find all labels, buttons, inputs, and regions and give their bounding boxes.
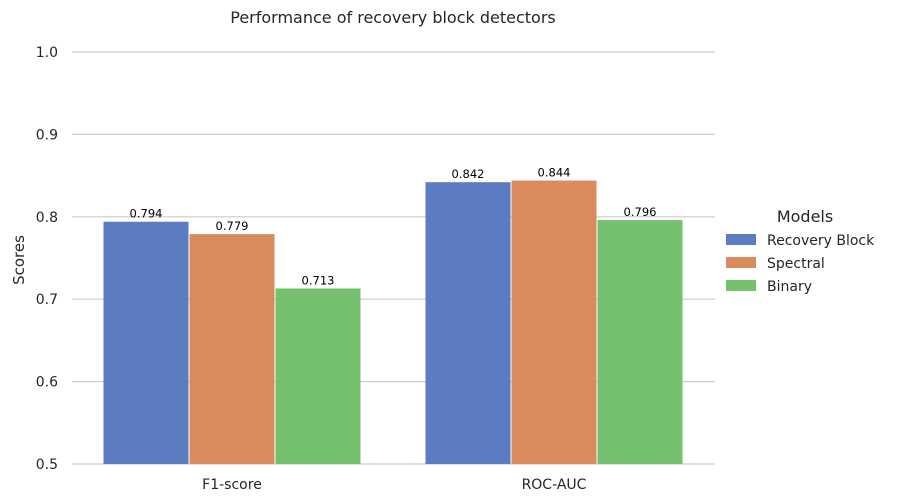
bar-value-label: 0.794 xyxy=(130,207,163,221)
bar-value-label: 0.844 xyxy=(538,166,571,180)
legend-items: Recovery Block Spectral Binary xyxy=(726,233,875,295)
bar-spectral-f1-score xyxy=(189,234,275,464)
bar-binary-roc-auc xyxy=(597,220,683,464)
legend-title: Models xyxy=(777,207,833,226)
bars xyxy=(103,180,683,464)
y-tick-label: 0.8 xyxy=(36,210,58,226)
y-axis-label: Scores xyxy=(10,235,28,285)
y-tick-label: 0.7 xyxy=(36,292,58,308)
chart-title: Performance of recovery block detectors xyxy=(230,8,556,27)
bar-value-label: 0.713 xyxy=(302,273,335,287)
data-labels: 0.794 0.779 0.713 0.842 0.844 0.796 xyxy=(130,166,657,288)
legend-swatch-recovery-block xyxy=(726,234,756,245)
y-tick-label: 1.0 xyxy=(36,45,58,61)
legend-label-recovery-block: Recovery Block xyxy=(767,233,875,249)
legend: Models Recovery Block Spectral Binary xyxy=(726,207,875,295)
bar-spectral-roc-auc xyxy=(511,180,597,464)
x-tick-label: ROC-AUC xyxy=(522,477,587,493)
y-tick-label: 0.6 xyxy=(36,375,58,391)
bar-binary-f1-score xyxy=(275,288,361,464)
x-tick-label: F1-score xyxy=(202,477,262,493)
legend-swatch-spectral xyxy=(726,257,756,268)
bar-recovery-block-f1-score xyxy=(103,221,189,464)
bar-value-label: 0.796 xyxy=(624,205,657,219)
y-tick-label: 0.5 xyxy=(36,457,58,473)
y-tick-labels: 0.5 0.6 0.7 0.8 0.9 1.0 xyxy=(36,45,58,473)
x-tick-labels: F1-score ROC-AUC xyxy=(202,477,586,493)
legend-label-spectral: Spectral xyxy=(767,256,825,272)
bar-recovery-block-roc-auc xyxy=(425,182,511,464)
legend-swatch-binary xyxy=(726,280,756,291)
bar-value-label: 0.779 xyxy=(216,219,249,233)
legend-label-binary: Binary xyxy=(767,279,812,295)
bar-value-label: 0.842 xyxy=(452,167,485,181)
y-tick-label: 0.9 xyxy=(36,127,58,143)
